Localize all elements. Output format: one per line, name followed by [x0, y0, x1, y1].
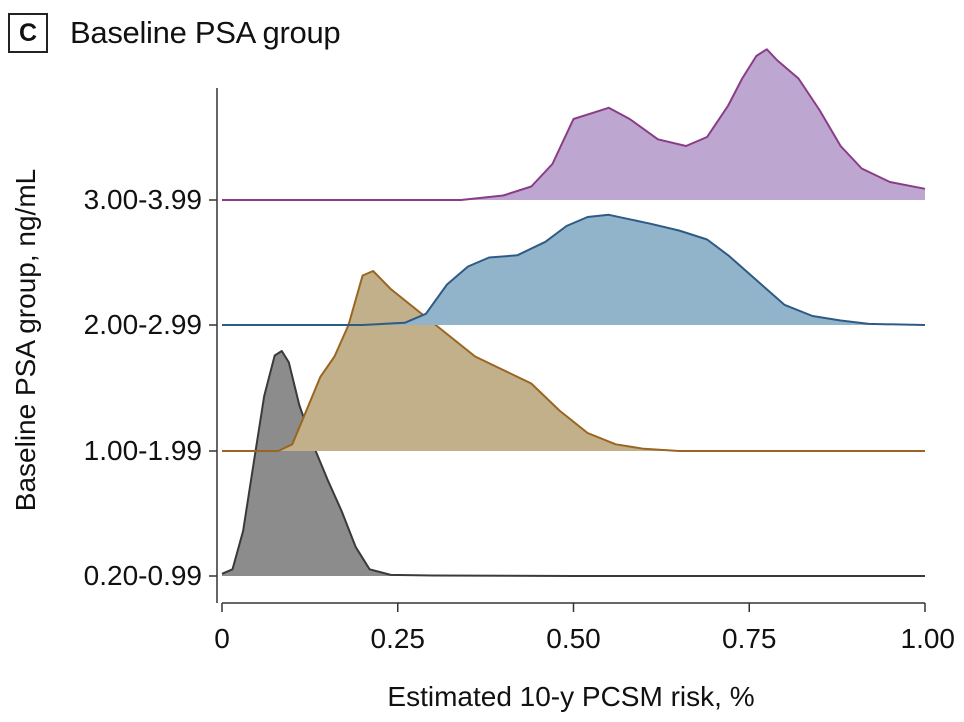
ridge-area-0.20-0.99	[222, 351, 925, 576]
panel-label-badge: C	[8, 13, 48, 53]
ridge-line-2.00-2.99	[222, 213, 926, 326]
y-tick-label: 0.20-0.99	[84, 560, 202, 591]
x-ticks: 0 0.25 0.50 0.75 1.00	[214, 603, 955, 654]
y-axis-title: Baseline PSA group, ng/mL	[10, 169, 41, 511]
x-tick-label: 0.75	[722, 623, 777, 654]
ridges-layer	[221, 48, 926, 577]
ridge-line-3.00-3.99	[222, 48, 926, 201]
ridge-line-1.00-1.99	[222, 270, 925, 452]
x-tick-label: 0.25	[371, 623, 426, 654]
y-tick-label: 1.00-1.99	[84, 435, 202, 466]
x-tick-label: 0.50	[546, 623, 601, 654]
x-tick-label: 1.00	[901, 623, 956, 654]
ridge-area-3.00-3.99	[222, 49, 925, 200]
y-tick-label: 2.00-2.99	[84, 309, 202, 340]
y-ticks: 0.20-0.99 1.00-1.99 2.00-2.99 3.00-3.99	[84, 184, 217, 591]
panel-title: Baseline PSA group	[70, 15, 341, 50]
y-tick-label: 3.00-3.99	[84, 184, 202, 215]
x-tick-label: 0	[214, 623, 230, 654]
x-axis-title: Estimated 10-y PCSM risk, %	[387, 681, 754, 712]
ridge-area-2.00-2.99	[222, 214, 925, 325]
ridge-area-1.00-1.99	[222, 271, 925, 451]
